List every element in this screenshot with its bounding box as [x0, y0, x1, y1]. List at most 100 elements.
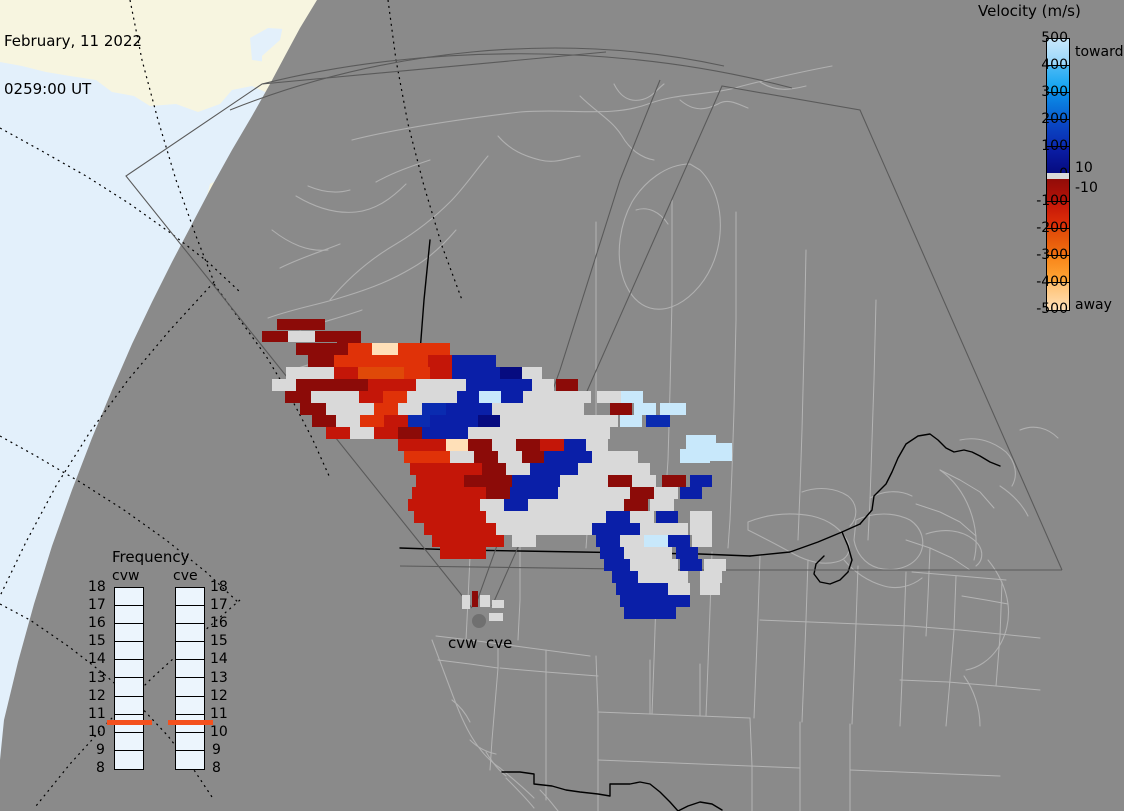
graticule-meridian-3: [0, 435, 241, 605]
velocity-colorbar-segment: [1047, 39, 1069, 67]
frequency-scale-label: 16: [88, 615, 106, 632]
frequency-bar-cvw[interactable]: [114, 587, 144, 770]
radar-site-label-cve: cve: [486, 634, 513, 652]
velocity-cell: [410, 463, 434, 475]
velocity-cell: [456, 499, 480, 511]
velocity-cell: [644, 535, 668, 547]
velocity-cell: [320, 379, 344, 391]
velocity-cell: [344, 379, 368, 391]
velocity-cell: [692, 535, 712, 547]
timestamp-block: February, 11 2022 0259:00 UT: [4, 1, 142, 129]
velocity-cell: [336, 415, 360, 427]
velocity-cell: [592, 523, 616, 535]
velocity-cell: [489, 613, 503, 621]
velocity-cell: [704, 443, 732, 461]
velocity-cell: [478, 415, 500, 427]
velocity-cell: [680, 487, 702, 499]
frequency-scale-label: 12: [88, 687, 106, 704]
velocity-cell: [468, 439, 492, 451]
velocity-cell: [544, 523, 568, 535]
velocity-cell: [492, 427, 516, 439]
velocity-cell: [334, 367, 358, 379]
frequency-bar-cve[interactable]: [175, 587, 205, 770]
velocity-cell: [392, 379, 416, 391]
velocity-cell: [474, 451, 498, 463]
velocity-cell: [556, 379, 578, 391]
velocity-colorbar-gs-low-label: -10: [1075, 180, 1098, 196]
velocity-cell: [568, 523, 592, 535]
velocity-cell: [374, 403, 398, 415]
velocity-cell: [430, 367, 452, 379]
velocity-cell: [632, 475, 656, 487]
velocity-cell: [422, 439, 446, 451]
velocity-cell: [540, 439, 564, 451]
velocity-cell: [523, 391, 545, 403]
velocity-cell: [398, 427, 422, 439]
velocity-cell: [504, 499, 528, 511]
velocity-cell: [462, 511, 486, 523]
velocity-cell: [592, 451, 616, 463]
velocity-cell: [506, 463, 530, 475]
velocity-cell: [422, 403, 446, 415]
velocity-cell: [432, 535, 456, 547]
velocity-cell: [448, 523, 472, 535]
velocity-cell: [462, 595, 470, 609]
velocity-cell: [536, 475, 560, 487]
velocity-cell: [604, 559, 630, 571]
velocity-cell: [626, 463, 650, 475]
velocity-cell: [596, 535, 620, 547]
velocity-cell: [488, 379, 510, 391]
velocity-cell: [638, 571, 664, 583]
velocity-cell: [564, 439, 586, 451]
velocity-cell: [690, 523, 712, 535]
frequency-scale-label: 10: [88, 723, 106, 740]
velocity-cell: [558, 511, 582, 523]
frequency-cell: [176, 588, 204, 607]
velocity-cell: [326, 403, 350, 415]
velocity-cell: [640, 523, 664, 535]
frequency-cell: [176, 696, 204, 715]
velocity-cell: [528, 499, 552, 511]
velocity-cell: [501, 391, 523, 403]
velocity-cell: [285, 391, 311, 403]
velocity-cell: [600, 499, 624, 511]
velocity-cell: [672, 595, 690, 607]
velocity-cell: [578, 463, 602, 475]
frequency-scale-label: 17: [210, 597, 228, 614]
velocity-cell: [562, 403, 584, 415]
velocity-cell: [478, 367, 500, 379]
frequency-scale-label: 12: [210, 687, 228, 704]
frequency-cell: [115, 588, 143, 607]
velocity-cell: [680, 559, 702, 571]
fov-arc-outer: [261, 53, 793, 89]
velocity-cell: [516, 439, 540, 451]
velocity-cell: [662, 475, 686, 487]
frequency-cell: [176, 750, 204, 769]
velocity-cell: [700, 571, 722, 583]
velocity-cell: [262, 331, 288, 342]
frequency-scale-label: 13: [88, 669, 106, 686]
velocity-cell: [624, 547, 648, 559]
velocity-cell: [690, 511, 712, 523]
velocity-cell: [312, 415, 336, 427]
frequency-legend: Frequency cvw cve 18 17 16 15 14 13 12 11 10 9 8 1…: [82, 548, 247, 793]
landmass-daylit: [0, 0, 330, 112]
velocity-cell: [452, 355, 474, 367]
velocity-tick-label: -100: [1036, 192, 1068, 209]
velocity-cell: [597, 391, 621, 403]
velocity-colorbar-away-label: away: [1075, 297, 1112, 313]
velocity-cell: [474, 355, 496, 367]
velocity-cell: [464, 547, 486, 559]
velocity-cell: [646, 595, 672, 607]
velocity-cell: [512, 475, 536, 487]
frequency-cell: [115, 606, 143, 625]
velocity-cell: [630, 511, 654, 523]
velocity-cell: [480, 595, 490, 607]
velocity-cell: [654, 559, 678, 571]
velocity-cell: [510, 511, 534, 523]
velocity-colorbar-segment: [1047, 201, 1069, 229]
velocity-cell: [668, 535, 690, 547]
velocity-cell: [446, 439, 468, 451]
